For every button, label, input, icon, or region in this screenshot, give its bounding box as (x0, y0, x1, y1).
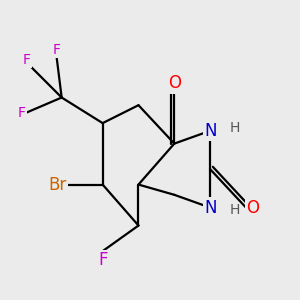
Text: N: N (204, 199, 216, 217)
Text: O: O (246, 199, 259, 217)
Text: H: H (230, 121, 240, 135)
Text: F: F (98, 251, 107, 269)
Text: H: H (230, 203, 240, 217)
Text: N: N (204, 122, 216, 140)
Text: F: F (52, 43, 61, 56)
Text: O: O (168, 74, 181, 92)
Text: F: F (18, 106, 26, 120)
Text: F: F (23, 53, 31, 67)
Text: Br: Br (49, 176, 67, 194)
